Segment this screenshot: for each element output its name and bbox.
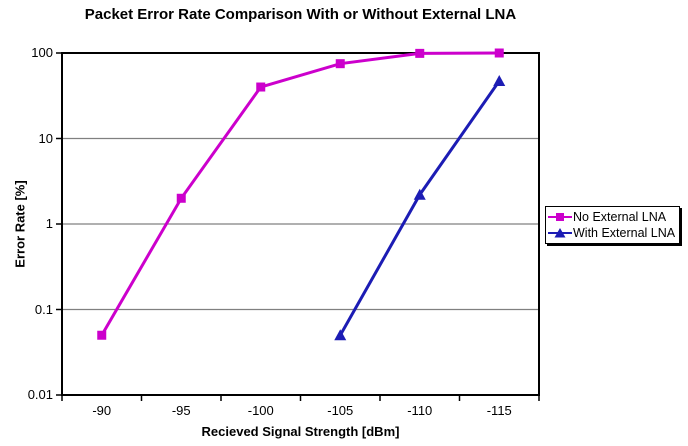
y-tick-label: 10 <box>38 130 53 146</box>
data-point-marker <box>494 48 504 58</box>
legend-square-marker-icon <box>548 213 572 221</box>
legend: No External LNA With External LNA <box>545 206 681 244</box>
data-point-marker <box>176 193 186 203</box>
x-tick-label: -100 <box>247 403 274 418</box>
legend-triangle-marker-icon <box>548 228 572 238</box>
x-tick-label: -95 <box>171 403 191 418</box>
data-point-marker <box>493 75 506 87</box>
y-tick-label: 100 <box>31 45 53 60</box>
data-point-marker <box>334 329 347 341</box>
data-point-marker <box>335 59 345 69</box>
chart-title: Packet Error Rate Comparison With or Wit… <box>84 6 517 23</box>
x-axis-title: Recieved Signal Strength [dBm] <box>201 424 400 439</box>
x-tick-label: -115 <box>486 403 512 418</box>
data-point-marker <box>413 188 426 200</box>
y-tick-label: 0.1 <box>34 301 53 317</box>
data-point-marker <box>97 330 107 340</box>
x-tick-label: -90 <box>92 403 112 418</box>
y-tick-label: 1 <box>45 216 53 231</box>
data-point-marker <box>256 82 266 92</box>
series-line <box>338 80 501 336</box>
x-tick-label: -105 <box>327 403 354 418</box>
legend-item-no-external-lna: No External LNA <box>548 209 675 225</box>
data-point-marker <box>415 48 425 58</box>
legend-label: With External LNA <box>573 226 676 240</box>
legend-item-with-external-lna: With External LNA <box>548 225 675 241</box>
legend-label: No External LNA <box>573 210 667 224</box>
series-line <box>100 51 500 336</box>
x-tick-label: -110 <box>407 403 433 418</box>
y-tick-label: 0.01 <box>27 387 53 402</box>
